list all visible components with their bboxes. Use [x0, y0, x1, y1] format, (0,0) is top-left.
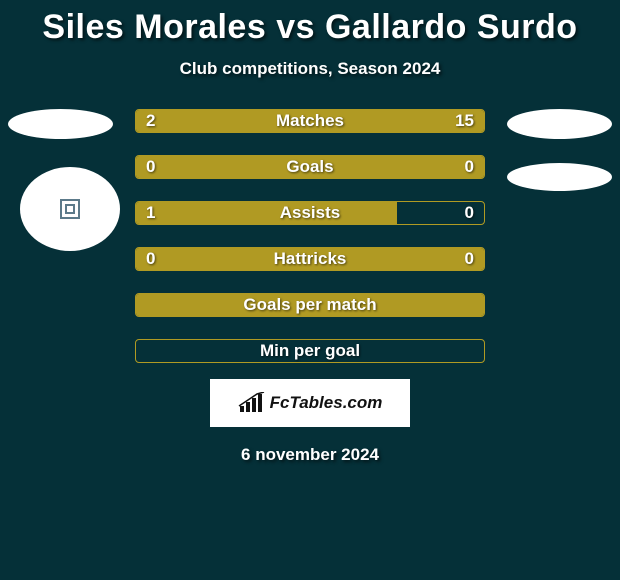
comparison-chart: 215Matches 00Goals 10Assists 00Hattricks Goa… — [0, 109, 620, 363]
placeholder-icon — [60, 199, 80, 219]
bar-label: Min per goal — [136, 340, 484, 362]
player-right-avatar-1 — [507, 109, 612, 139]
brand-text: FcTables.com — [270, 393, 383, 413]
stat-bar: Min per goal — [135, 339, 485, 363]
bar-label: Assists — [136, 202, 484, 224]
player-left-avatar-2 — [20, 167, 120, 251]
bars-container: 215Matches 00Goals 10Assists 00Hattricks Goa… — [135, 109, 485, 363]
brand-box: FcTables.com — [210, 379, 410, 427]
bar-label: Goals — [136, 156, 484, 178]
stat-bar: Goals per match — [135, 293, 485, 317]
bar-label: Matches — [136, 110, 484, 132]
player-left-avatar-1 — [8, 109, 113, 139]
date-label: 6 november 2024 — [0, 445, 620, 465]
page-subtitle: Club competitions, Season 2024 — [0, 59, 620, 79]
bar-label: Hattricks — [136, 248, 484, 270]
stat-bar: 10Assists — [135, 201, 485, 225]
brand-chart-icon — [238, 392, 266, 414]
page-title: Siles Morales vs Gallardo Surdo — [0, 0, 620, 47]
stat-bar: 00Goals — [135, 155, 485, 179]
stat-bar: 215Matches — [135, 109, 485, 133]
stat-bar: 00Hattricks — [135, 247, 485, 271]
bar-label: Goals per match — [136, 294, 484, 316]
player-right-avatar-2 — [507, 163, 612, 191]
